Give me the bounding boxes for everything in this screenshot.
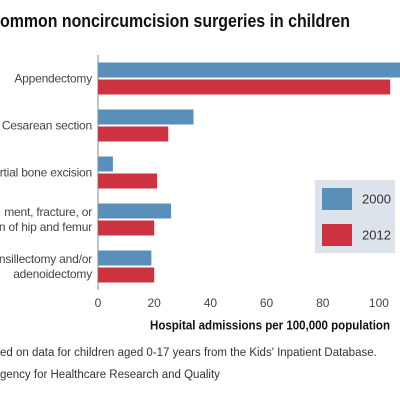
legend-label: 2012	[362, 227, 391, 242]
legend-swatch	[322, 224, 352, 246]
bar	[98, 173, 157, 189]
legend-label: 2000	[362, 191, 391, 206]
footnote: ed on data for children aged 0-17 years …	[0, 347, 377, 359]
category-label: ment, fracture, or n of hip and femur	[0, 204, 92, 234]
x-tick-label: 100	[369, 296, 389, 310]
bar	[98, 156, 113, 172]
bar	[98, 220, 155, 236]
x-tick-label: 80	[316, 296, 330, 310]
x-tick-label: 60	[260, 296, 274, 310]
bar	[98, 109, 194, 125]
category-label: Cesarean section	[1, 118, 92, 132]
bar	[98, 79, 391, 95]
x-tick-label: 20	[148, 296, 162, 310]
bar	[98, 126, 169, 142]
footnote: gency for Healthcare Research and Qualit…	[0, 369, 220, 381]
category-label: rtial bone excision	[0, 165, 92, 179]
x-tick-label: 40	[204, 296, 218, 310]
chart-title: ommon noncircumcision surgeries in child…	[0, 11, 350, 31]
x-axis-label: Hospital admissions per 100,000 populati…	[150, 317, 390, 332]
bar	[98, 203, 172, 219]
legend-swatch	[322, 188, 352, 210]
x-tick-label: 0	[95, 296, 102, 310]
bar	[98, 62, 400, 78]
bar	[98, 267, 155, 283]
category-label: Appendectomy	[14, 71, 92, 85]
category-label: nsillectomy and/or adenoidectomy	[0, 251, 92, 281]
bar	[98, 250, 152, 266]
